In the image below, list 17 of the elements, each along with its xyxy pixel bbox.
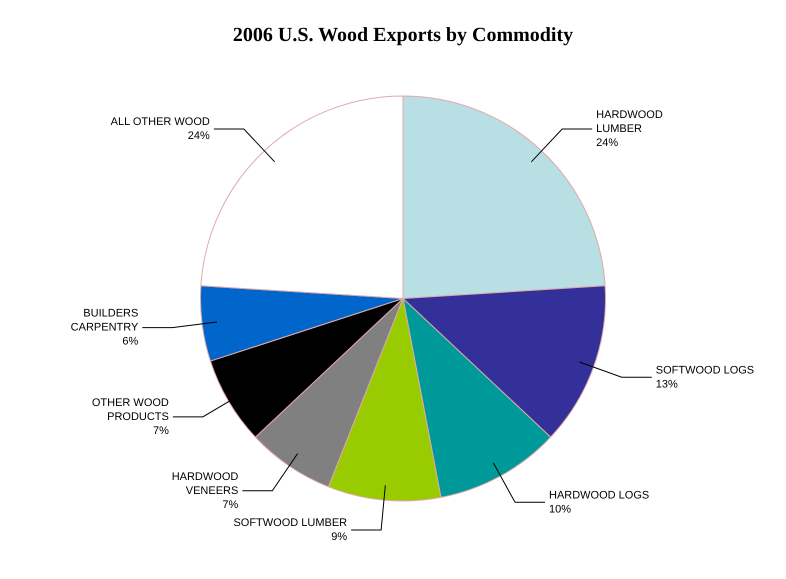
slice-label: OTHER WOOD PRODUCTS bbox=[92, 396, 169, 423]
data-label: 24% bbox=[188, 130, 210, 142]
slice-label: HARDWOOD VENEERS bbox=[172, 470, 238, 497]
slice-label: SOFTWOOD LOGS bbox=[656, 364, 754, 376]
data-label: 24% bbox=[596, 137, 618, 150]
slice-label: ALL OTHER WOOD bbox=[110, 116, 210, 128]
data-label: 13% bbox=[656, 378, 678, 390]
slice-label: SOFTWOOD LUMBER bbox=[233, 517, 348, 529]
data-label: 7% bbox=[152, 424, 170, 437]
slice-label: HARDWOOD LUMBER bbox=[596, 109, 663, 136]
data-label: 6% bbox=[122, 336, 139, 348]
slice-label: HARDWOOD LOGS bbox=[549, 489, 650, 502]
slice-label: BUILDERS CARPENTRY bbox=[70, 308, 139, 334]
chart-title: 2006 U.S. Wood Exports by Commodity bbox=[232, 24, 574, 46]
data-label: 7% bbox=[222, 498, 239, 511]
data-label: 9% bbox=[331, 531, 348, 543]
data-label: 10% bbox=[549, 503, 572, 516]
